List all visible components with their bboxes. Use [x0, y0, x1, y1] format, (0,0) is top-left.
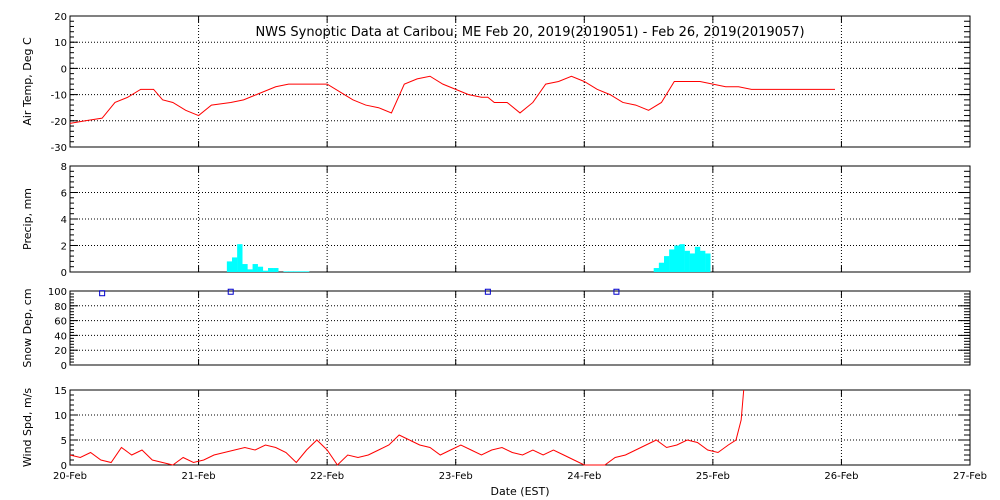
precip-panel: 8 6 4 2 0 Precip, mm	[21, 162, 971, 279]
precip-frame	[69, 165, 971, 273]
y-tick-label: 0	[61, 268, 67, 279]
x-tick-label: 26-Feb	[824, 471, 858, 482]
x-tick-label: 27-Feb	[953, 471, 987, 482]
precip-bar	[252, 264, 258, 272]
precip-bar	[237, 244, 243, 272]
precip-bar	[273, 268, 279, 272]
precip-bar	[268, 268, 274, 272]
snow-depth-point	[99, 290, 106, 297]
precip-bar	[242, 264, 248, 272]
precip-bar	[700, 250, 706, 272]
snow-depth-panel: 100 80 60 40 20 0 Snow Dep, cm	[21, 287, 971, 372]
wind-speed-panel: 15 10 5 0 Wind Spd, m/s	[21, 386, 971, 472]
y-tick-label: -10	[51, 91, 67, 102]
snow-depth-point	[484, 288, 491, 295]
precip-bar	[247, 269, 253, 272]
precip-bar	[288, 271, 294, 272]
precip-bar	[664, 256, 670, 272]
wind-speed-frame	[69, 389, 971, 466]
y-tick-label: 2	[61, 242, 67, 253]
precip-bar	[283, 271, 289, 272]
y-tick-label: 80	[54, 302, 67, 313]
wind-speed-line	[69, 389, 745, 466]
y-tick-label: 40	[54, 331, 67, 342]
precip-y-axis-title: Precip, mm	[21, 188, 34, 250]
air-temp-y-axis-title: Air Temp, Deg C	[21, 37, 34, 126]
snow-depth-y-axis-title: Snow Dep, cm	[21, 288, 34, 367]
y-tick-label: 100	[48, 287, 67, 298]
y-tick-label: 8	[61, 162, 67, 173]
y-tick-label: -20	[51, 117, 67, 128]
y-tick-label: 0	[61, 361, 67, 372]
precip-bar	[304, 271, 310, 272]
precip-bar	[658, 262, 665, 272]
y-tick-label: 20	[54, 346, 67, 357]
x-axis-title: Date (EST)	[490, 485, 549, 498]
x-tick-label: 25-Feb	[696, 471, 730, 482]
precip-bar	[694, 246, 701, 272]
chart-title: NWS Synoptic Data at Caribou, ME Feb 20,…	[255, 25, 804, 40]
precip-bar	[232, 257, 238, 272]
precip-bar	[262, 270, 269, 272]
precip-bar	[293, 271, 300, 272]
x-tick-label: 20-Feb	[53, 471, 87, 482]
precip-bar	[674, 245, 680, 272]
snow-depth-point	[227, 288, 234, 295]
y-tick-label: 10	[54, 38, 67, 49]
air-temp-frame	[69, 15, 971, 148]
y-tick-label: 0	[61, 64, 67, 75]
x-tick-label: 24-Feb	[567, 471, 601, 482]
y-tick-label: 0	[61, 461, 67, 472]
y-tick-label: 10	[54, 411, 67, 422]
x-tick-label: 22-Feb	[310, 471, 344, 482]
precip-bar	[226, 261, 233, 272]
precip-bar	[669, 249, 675, 272]
y-tick-label: 60	[54, 317, 67, 328]
precip-bar	[298, 271, 305, 272]
air-temp-panel: 20 10 0 -10 -20 -30 Air Temp, Deg C	[21, 12, 971, 154]
wind-speed-y-axis-title: Wind Spd, m/s	[21, 388, 34, 468]
y-tick-label: 6	[61, 189, 67, 200]
precip-bar	[689, 253, 696, 272]
x-tick-label: 23-Feb	[439, 471, 473, 482]
precip-bar	[653, 268, 660, 272]
precip-bar	[684, 250, 690, 272]
y-tick-label: 20	[54, 12, 67, 23]
precip-bar	[705, 253, 711, 272]
air-temp-line	[69, 75, 835, 124]
y-tick-label: 5	[61, 436, 67, 447]
y-tick-label: 4	[61, 215, 67, 226]
precip-bar	[679, 244, 685, 272]
y-tick-label: 15	[54, 386, 67, 397]
x-tick-label: 21-Feb	[182, 471, 216, 482]
snow-depth-frame	[69, 290, 971, 366]
y-tick-label: -30	[51, 143, 67, 154]
snow-depth-point	[613, 288, 620, 295]
precip-bar	[257, 266, 264, 272]
